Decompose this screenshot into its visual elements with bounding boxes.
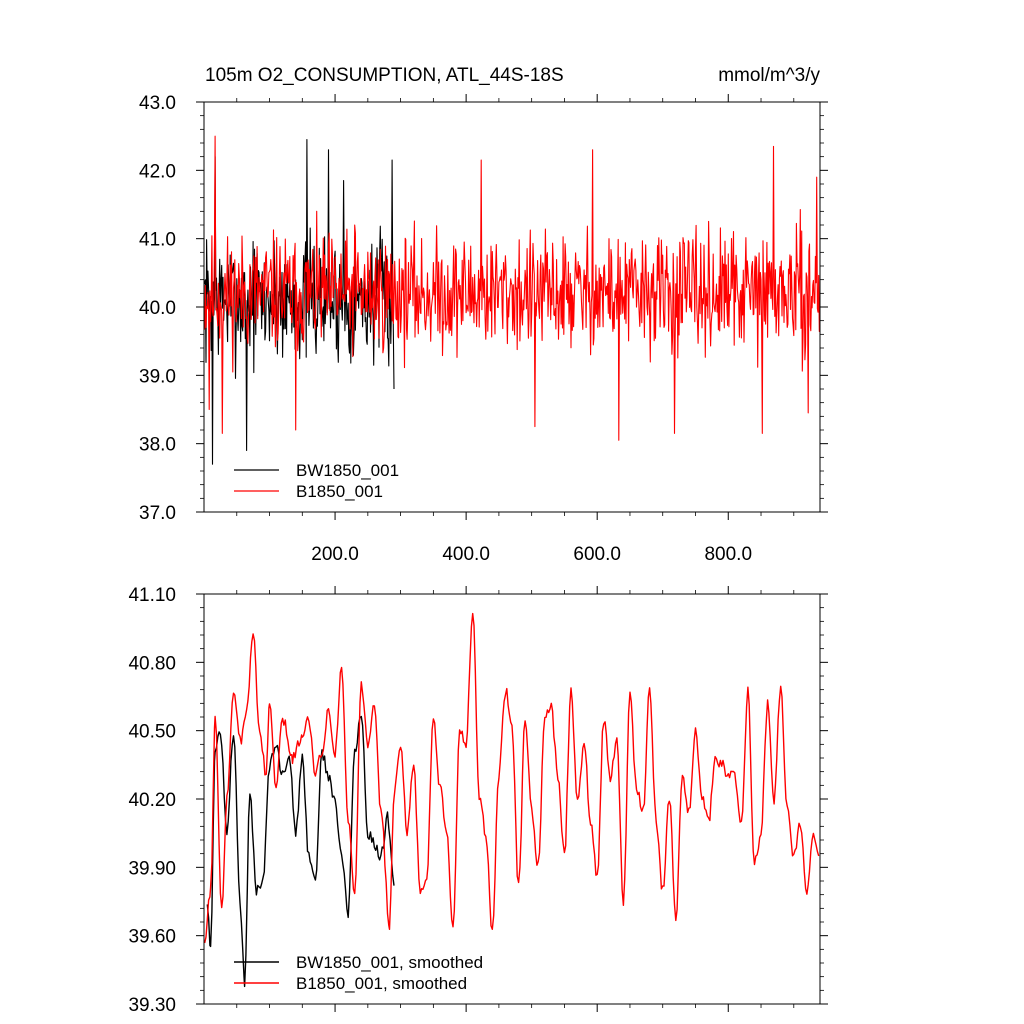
x-tick-label: 400.0 [442,544,490,565]
top-panel-series [204,135,821,465]
y-tick-label: 40.20 [128,790,176,811]
chart-units: mmol/m^3/y [718,65,820,86]
y-tick-label: 40.80 [128,653,176,674]
bottom-panel-ticks [196,586,828,1012]
chart-title: 105m O2_CONSUMPTION, ATL_44S-18S [205,65,564,86]
y-tick-label: 40.50 [128,722,176,743]
bottom-panel: 39.30 39.60 39.90 40.20 40.50 40.80 41.10 BW18… [128,585,828,1016]
bottom-panel-series [204,612,820,988]
series-line [206,715,395,988]
y-tick-label: 42.0 [139,161,176,182]
y-tick-label: 41.10 [128,585,176,606]
bottom-panel-tick-labels: 39.30 39.60 39.90 40.20 40.50 40.80 41.10 [128,585,176,1016]
top-panel-legend: BW1850_001 B1850_001 [234,461,399,501]
y-tick-label: 37.0 [139,503,176,524]
legend-label: B1850_001, smoothed [296,974,467,993]
y-tick-label: 39.30 [128,995,176,1016]
y-tick-label: 40.0 [139,298,176,319]
x-tick-label: 600.0 [573,544,621,565]
y-tick-label: 39.0 [139,366,176,387]
top-panel-frame [203,101,821,513]
y-tick-label: 39.90 [128,858,176,879]
bottom-panel-frame [203,593,821,1005]
y-tick-label: 41.0 [139,230,176,251]
legend-label: BW1850_001 [296,461,399,480]
series-line [204,135,821,441]
bottom-panel-legend: BW1850_001, smoothed B1850_001, smoothed [234,953,483,993]
top-panel-ticks [196,94,828,520]
series-line [204,139,395,465]
legend-label: B1850_001 [296,482,383,501]
x-tick-label: 200.0 [311,544,359,565]
top-panel-tick-labels: 37.0 38.0 39.0 40.0 41.0 42.0 43.0 200.0 400.0 60… [139,93,752,565]
series-line [204,612,820,944]
y-tick-label: 43.0 [139,93,176,114]
legend-label: BW1850_001, smoothed [296,953,483,972]
top-panel: 105m O2_CONSUMPTION, ATL_44S-18S mmol/m^… [139,65,828,565]
x-tick-label: 800.0 [704,544,752,565]
y-tick-label: 39.60 [128,927,176,948]
y-tick-label: 38.0 [139,435,176,456]
